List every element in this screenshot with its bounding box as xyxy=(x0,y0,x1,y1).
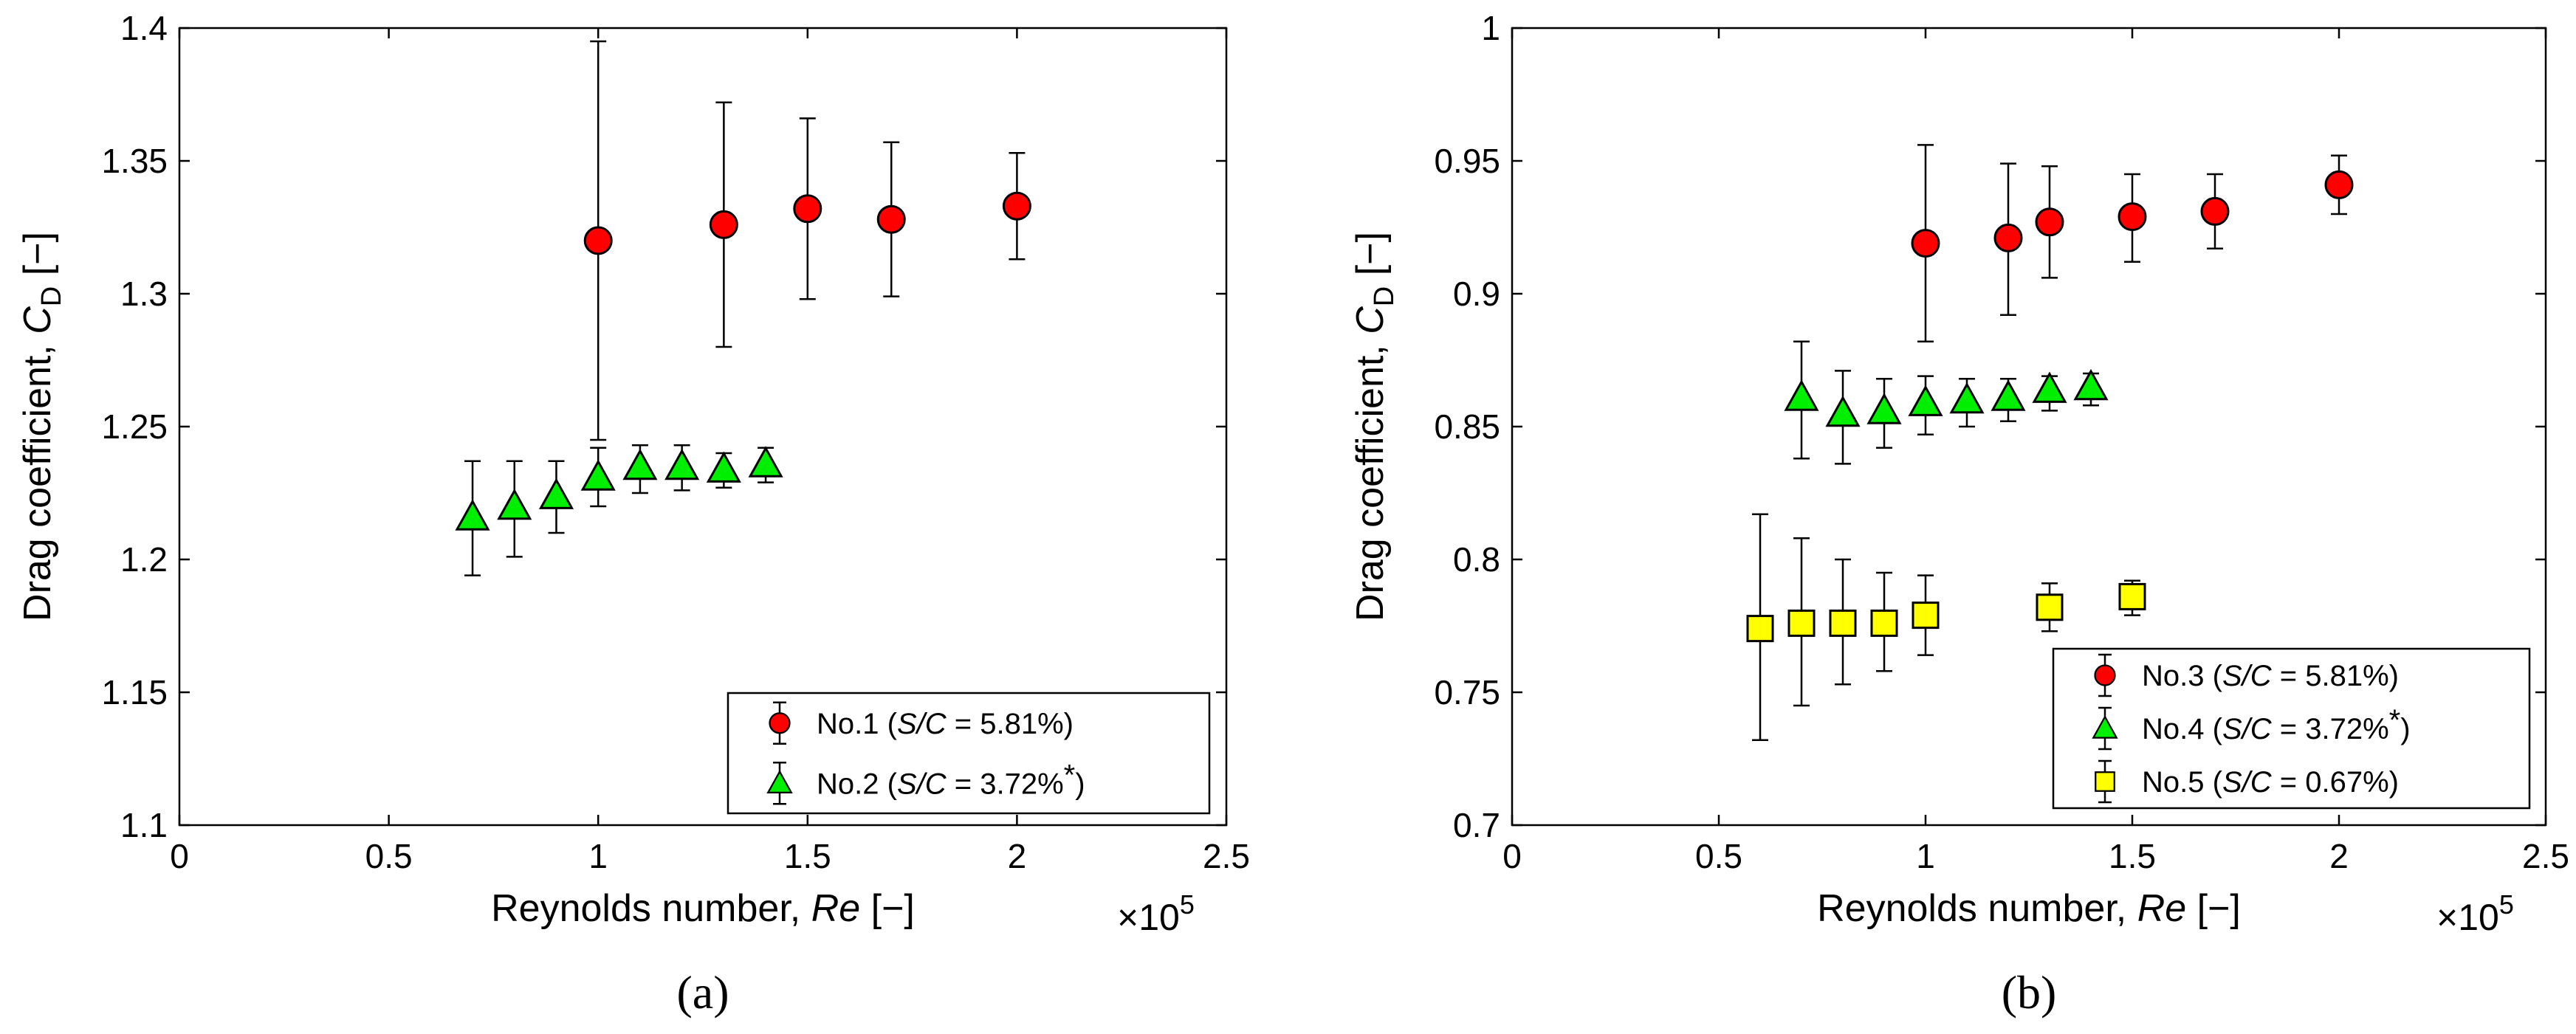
data-point xyxy=(497,488,532,520)
data-point xyxy=(1911,229,1940,258)
legend: No.3 (S/C = 5.81%) No.4 (S/C = 3.72%*) No.… xyxy=(2052,647,2531,810)
y-tick-label: 0.7 xyxy=(1453,806,1500,844)
data-point xyxy=(664,448,700,480)
y-axis-label: Drag coefficient, CD [−] xyxy=(16,232,67,621)
data-point xyxy=(1002,191,1031,221)
panel-caption: (b) xyxy=(2002,966,2057,1019)
y-tick-label: 1.2 xyxy=(120,540,168,579)
legend-box xyxy=(2052,647,2531,810)
legend-label-No.3: No.3 (S/C = 5.81%) xyxy=(2142,660,2399,692)
series-No.4 xyxy=(1784,340,2109,465)
data-point xyxy=(876,204,906,234)
y-axis-label: Drag coefficient, CD [−] xyxy=(1349,232,1400,621)
data-point xyxy=(2035,207,2064,237)
data-point xyxy=(538,478,574,509)
legend-marker-No.1 xyxy=(769,712,791,734)
series-No.1 xyxy=(583,40,1031,441)
y-tick-label: 0.75 xyxy=(1434,673,1500,711)
data-point xyxy=(1991,379,2026,411)
data-point xyxy=(1825,395,1861,427)
series-No.5 xyxy=(1746,513,2146,742)
x-tick-label: 0 xyxy=(1502,837,1522,875)
x-tick-label: 0.5 xyxy=(365,837,413,875)
x-tick-label: 0 xyxy=(170,837,189,875)
y-tick-label: 0.85 xyxy=(1434,407,1500,446)
data-point xyxy=(2036,593,2064,621)
y-tick-label: 1.4 xyxy=(120,9,168,47)
y-tick-label: 0.8 xyxy=(1453,540,1500,579)
x-axis-label: Reynolds number, Re [−] xyxy=(491,887,915,930)
x-tick-label: 2 xyxy=(1008,837,1027,875)
y-tick-label: 0.95 xyxy=(1434,142,1500,180)
y-tick-label: 1.15 xyxy=(101,673,168,711)
data-point xyxy=(2032,371,2067,403)
x-tick-label: 2 xyxy=(2329,837,2349,875)
data-point xyxy=(455,499,490,531)
y-tick-label: 0.9 xyxy=(1453,275,1500,313)
legend-label-No.1: No.1 (S/C = 5.81%) xyxy=(817,708,1074,740)
legend-marker xyxy=(766,770,793,793)
data-point xyxy=(583,226,613,255)
x-multiplier-label: ×105 xyxy=(1117,889,1195,938)
legend: No.1 (S/C = 5.81%) No.2 (S/C = 3.72%*) xyxy=(727,692,1211,815)
data-point xyxy=(2200,196,2230,226)
y-tick-label: 1.25 xyxy=(101,407,168,446)
data-point xyxy=(748,446,783,478)
y-tick-label: 1.1 xyxy=(120,806,168,844)
x-tick-label: 1.5 xyxy=(784,837,831,875)
data-point xyxy=(1870,609,1898,637)
series-No.2 xyxy=(455,444,783,576)
data-point xyxy=(1912,602,1940,630)
legend-marker xyxy=(2094,664,2116,686)
chart-panel-b: 0 0.5 1 1.5 2 2.5 0.7 0.75 0.8 0.85 0.9 0.95 1 ×105 Re… xyxy=(1349,9,2569,1019)
y-tick-label: 1 xyxy=(1481,9,1500,47)
legend-marker xyxy=(2095,771,2115,792)
data-point xyxy=(580,459,616,491)
legend-marker xyxy=(2092,714,2118,739)
x-tick-label: 2.5 xyxy=(1203,837,1250,875)
x-multiplier-label: ×105 xyxy=(2436,889,2514,938)
panel-caption: (a) xyxy=(676,966,729,1019)
data-point xyxy=(1993,223,2023,252)
chart-panel-a: 0 0.5 1 1.5 2 2.5 1.1 1.15 1.2 1.25 1.3 1.35 1.4 ×105… xyxy=(16,9,1250,1019)
legend-marker-No.2 xyxy=(766,770,793,793)
x-tick-label: 1 xyxy=(1916,837,1935,875)
data-point xyxy=(622,448,658,480)
data-point xyxy=(1787,609,1816,637)
legend-label-No.4: No.4 (S/C = 3.72%*) xyxy=(2142,704,2411,745)
y-tick-label: 1.3 xyxy=(120,275,168,313)
data-point xyxy=(1866,393,1902,424)
data-point xyxy=(1829,609,1857,637)
legend-label-No.5: No.5 (S/C = 0.67%) xyxy=(2142,766,2399,799)
x-tick-label: 1 xyxy=(588,837,608,875)
legend-box xyxy=(727,692,1211,815)
data-point xyxy=(793,194,822,224)
data-point xyxy=(1746,615,1774,643)
legend-marker-No.5 xyxy=(2095,771,2115,792)
legend-marker xyxy=(769,712,791,734)
data-point xyxy=(2324,170,2354,199)
legend-label-No.2: No.2 (S/C = 3.72%*) xyxy=(817,759,1085,800)
legend-marker-No.3 xyxy=(2094,664,2116,686)
data-point xyxy=(1949,382,1985,414)
data-point xyxy=(1908,385,1943,416)
x-axis-label: Reynolds number, Re [−] xyxy=(1817,887,2241,930)
x-tick-label: 0.5 xyxy=(1695,837,1742,875)
data-point xyxy=(2118,582,2146,610)
x-tick-label: 1.5 xyxy=(2109,837,2156,875)
data-point xyxy=(709,210,738,239)
y-tick-label: 1.35 xyxy=(101,142,168,180)
data-point xyxy=(2073,368,2109,401)
series-No.3 xyxy=(1911,144,2354,343)
data-point xyxy=(706,451,741,483)
data-point xyxy=(2118,202,2147,232)
legend-marker-No.4 xyxy=(2092,714,2118,739)
x-tick-label: 2.5 xyxy=(2522,837,2569,875)
data-point xyxy=(1784,379,1819,411)
